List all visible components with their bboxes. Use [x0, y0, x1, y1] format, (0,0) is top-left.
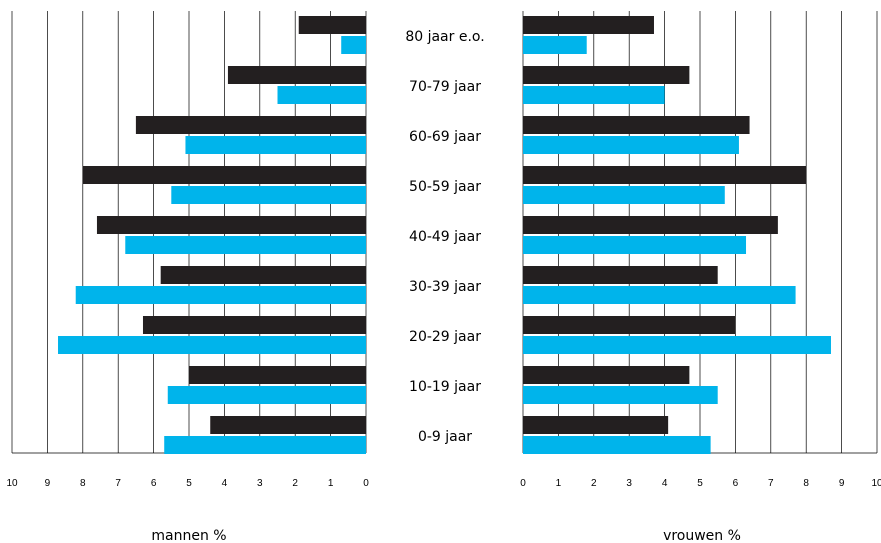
right-tick-label: 4: [662, 478, 668, 489]
left-bar: [125, 236, 366, 254]
category-label: 0-9 jaar: [418, 429, 472, 445]
left-tick-label: 6: [151, 478, 157, 489]
right-tick-labels: 0 1 2 3 4 5 6 7 8 9 10: [520, 478, 881, 489]
right-tick-label: 2: [591, 478, 597, 489]
category-label: 10-19 jaar: [409, 379, 481, 395]
right-bar: [523, 416, 669, 434]
left-bar: [167, 386, 366, 404]
right-bar: [523, 166, 807, 184]
category-label: 50-59 jaar: [409, 179, 481, 195]
right-tick-label: 6: [733, 478, 739, 489]
left-bar: [58, 336, 367, 354]
right-bar: [523, 16, 654, 34]
right-bar: [523, 386, 718, 404]
left-bar: [82, 166, 367, 184]
category-label: 20-29 jaar: [409, 329, 481, 345]
left-bar: [164, 436, 366, 454]
left-bar: [341, 36, 366, 54]
right-bar: [523, 286, 796, 304]
left-bar: [160, 266, 366, 284]
left-tick-label: 4: [222, 478, 228, 489]
left-tick-label: 10: [6, 478, 18, 489]
right-bar: [523, 436, 711, 454]
right-axis-title: vrouwen %: [663, 528, 741, 543]
left-axis-title: mannen %: [151, 528, 226, 543]
left-tick-label: 8: [80, 478, 86, 489]
right-bar: [523, 86, 665, 104]
left-tick-label: 1: [328, 478, 334, 489]
left-bar: [298, 16, 366, 34]
right-tick-label: 7: [768, 478, 774, 489]
left-tick-label: 0: [363, 478, 369, 489]
category-label: 60-69 jaar: [409, 129, 481, 145]
right-bar: [523, 236, 747, 254]
right-bar: [523, 66, 690, 84]
left-bar: [185, 136, 366, 154]
right-bar: [523, 366, 690, 384]
right-bar: [523, 36, 587, 54]
right-tick-label: 5: [697, 478, 703, 489]
right-tick-label: 0: [520, 478, 526, 489]
right-bar: [523, 266, 718, 284]
left-bar: [227, 66, 366, 84]
right-bar: [523, 116, 750, 134]
left-bars: [58, 16, 367, 454]
left-tick-labels: 10 9 8 7 6 5 4 3 2 1 0: [6, 478, 369, 489]
category-label: 80 jaar e.o.: [405, 29, 484, 45]
left-tick-label: 5: [186, 478, 192, 489]
right-tick-label: 8: [803, 478, 809, 489]
category-label: 70-79 jaar: [409, 79, 481, 95]
left-bar: [96, 216, 367, 234]
left-bar: [142, 316, 366, 334]
category-label: 40-49 jaar: [409, 229, 481, 245]
left-bar: [210, 416, 366, 434]
left-tick-label: 7: [115, 478, 121, 489]
right-bar: [523, 316, 736, 334]
left-bar: [75, 286, 366, 304]
left-tick-label: 9: [45, 478, 51, 489]
right-tick-label: 10: [871, 478, 881, 489]
category-label: 30-39 jaar: [409, 279, 481, 295]
right-bar: [523, 216, 778, 234]
right-tick-label: 3: [626, 478, 632, 489]
left-bar: [135, 116, 366, 134]
category-labels: 80 jaar e.o. 70-79 jaar 60-69 jaar 50-59 ja…: [405, 29, 484, 445]
left-bar: [277, 86, 366, 104]
right-bar: [523, 136, 739, 154]
right-bars: [523, 16, 831, 454]
left-tick-label: 3: [257, 478, 263, 489]
right-bar: [523, 186, 725, 204]
right-bar: [523, 336, 831, 354]
right-tick-label: 1: [556, 478, 562, 489]
left-tick-label: 2: [292, 478, 298, 489]
left-bar: [171, 186, 366, 204]
right-tick-label: 9: [839, 478, 845, 489]
left-bar: [189, 366, 366, 384]
